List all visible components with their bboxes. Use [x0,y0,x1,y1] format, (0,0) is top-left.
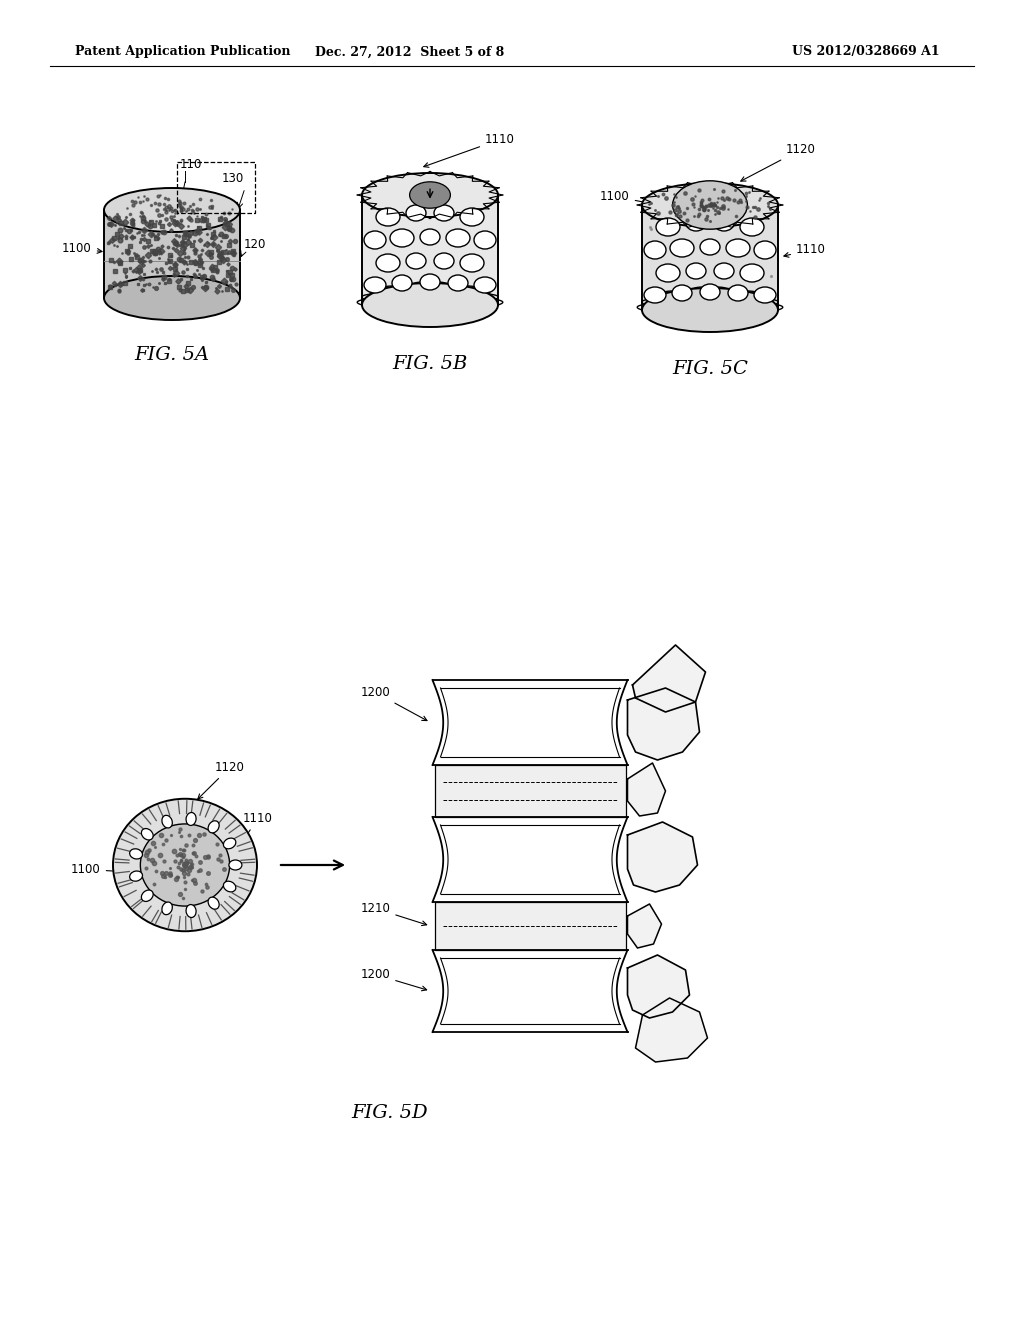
Ellipse shape [726,239,750,257]
Text: 1200: 1200 [360,968,427,991]
Ellipse shape [434,253,454,269]
Ellipse shape [656,264,680,282]
Text: 1100: 1100 [71,863,145,876]
Ellipse shape [406,205,426,220]
Text: FIG. 5A: FIG. 5A [134,346,210,364]
Ellipse shape [642,183,778,227]
Text: 1200: 1200 [360,686,427,721]
Polygon shape [104,210,240,298]
Ellipse shape [642,288,778,333]
Text: FIG. 5C: FIG. 5C [672,360,748,378]
Ellipse shape [410,182,451,209]
Text: 1210: 1210 [360,902,427,925]
Ellipse shape [434,205,454,220]
Ellipse shape [406,253,426,269]
Text: 1100: 1100 [62,242,102,255]
Ellipse shape [362,282,498,327]
Text: Dec. 27, 2012  Sheet 5 of 8: Dec. 27, 2012 Sheet 5 of 8 [315,45,505,58]
Ellipse shape [376,253,400,272]
Bar [434,902,626,950]
Ellipse shape [446,228,470,247]
Ellipse shape [754,242,776,259]
Ellipse shape [449,275,468,290]
Polygon shape [628,763,666,816]
Ellipse shape [104,187,240,232]
Ellipse shape [686,215,706,231]
Ellipse shape [420,228,440,246]
Text: US 2012/0328669 A1: US 2012/0328669 A1 [793,45,940,58]
Ellipse shape [186,813,197,825]
Ellipse shape [141,829,154,840]
Text: 1100: 1100 [600,190,676,210]
Text: 1110: 1110 [784,243,826,257]
Polygon shape [633,645,706,711]
Ellipse shape [162,902,172,915]
Polygon shape [642,205,778,310]
Ellipse shape [364,277,386,293]
Ellipse shape [644,286,666,304]
Polygon shape [628,954,689,1018]
Ellipse shape [223,838,236,849]
Ellipse shape [670,239,694,257]
Text: 1120: 1120 [198,760,245,799]
Ellipse shape [130,849,142,859]
Ellipse shape [686,263,706,279]
Ellipse shape [700,239,720,255]
Ellipse shape [392,275,412,290]
Ellipse shape [104,276,240,319]
Ellipse shape [672,285,692,301]
Text: 1120: 1120 [740,143,816,181]
Text: FIG. 5B: FIG. 5B [392,355,468,374]
Ellipse shape [229,861,242,870]
Ellipse shape [162,816,172,828]
Text: 1110: 1110 [237,812,272,851]
Ellipse shape [700,284,720,300]
Ellipse shape [390,228,414,247]
Ellipse shape [460,253,484,272]
Ellipse shape [113,799,257,931]
Ellipse shape [673,181,748,230]
Ellipse shape [223,882,236,892]
Ellipse shape [362,173,498,216]
Ellipse shape [714,215,734,231]
Polygon shape [628,688,699,760]
Ellipse shape [474,277,496,293]
Polygon shape [628,904,662,948]
Ellipse shape [186,904,197,917]
Ellipse shape [754,286,776,304]
Text: FIG. 5D: FIG. 5D [351,1104,428,1122]
Text: 130: 130 [222,172,245,185]
Polygon shape [628,822,697,892]
Ellipse shape [376,209,400,226]
Ellipse shape [208,898,219,909]
Ellipse shape [644,242,666,259]
Text: 110: 110 [180,158,203,172]
Ellipse shape [656,218,680,236]
Ellipse shape [474,231,496,249]
Polygon shape [362,195,498,305]
Text: 1110: 1110 [424,133,515,168]
Ellipse shape [141,890,154,902]
Text: 120: 120 [244,238,266,251]
Ellipse shape [728,285,748,301]
Polygon shape [636,998,708,1063]
Text: Patent Application Publication: Patent Application Publication [75,45,291,58]
Ellipse shape [140,824,229,906]
Ellipse shape [130,871,142,882]
Ellipse shape [208,821,219,833]
Ellipse shape [420,275,440,290]
Bar [434,766,626,817]
Ellipse shape [460,209,484,226]
Ellipse shape [364,231,386,249]
Ellipse shape [740,218,764,236]
Ellipse shape [714,263,734,279]
Ellipse shape [740,264,764,282]
